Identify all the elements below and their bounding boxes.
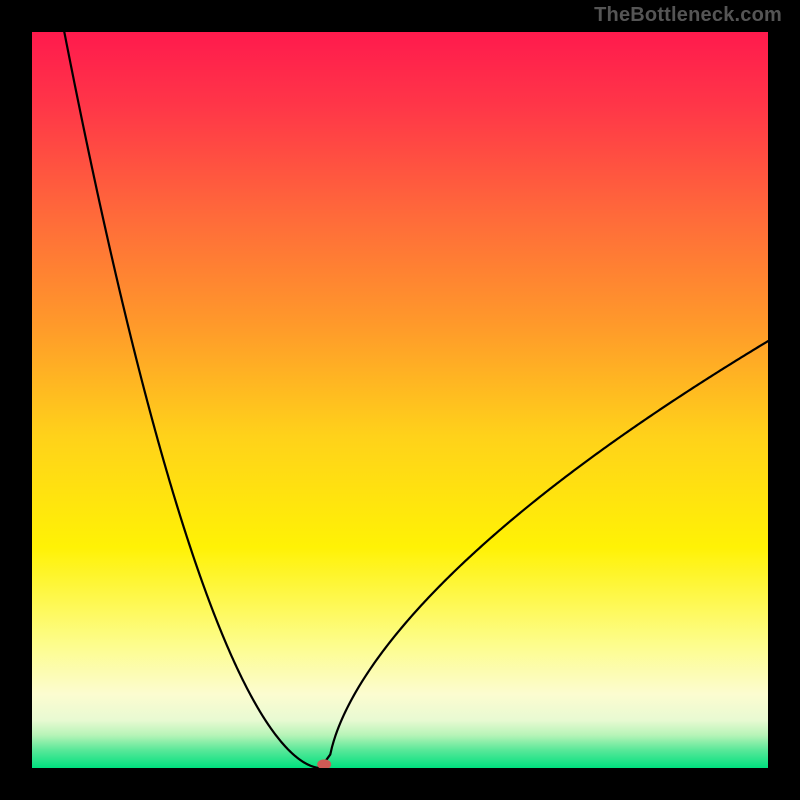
- minimum-marker: [317, 759, 331, 769]
- chart-container: TheBottleneck.com: [0, 0, 800, 800]
- bottleneck-chart: [0, 0, 800, 800]
- plot-background: [32, 32, 768, 768]
- watermark-text: TheBottleneck.com: [594, 4, 782, 27]
